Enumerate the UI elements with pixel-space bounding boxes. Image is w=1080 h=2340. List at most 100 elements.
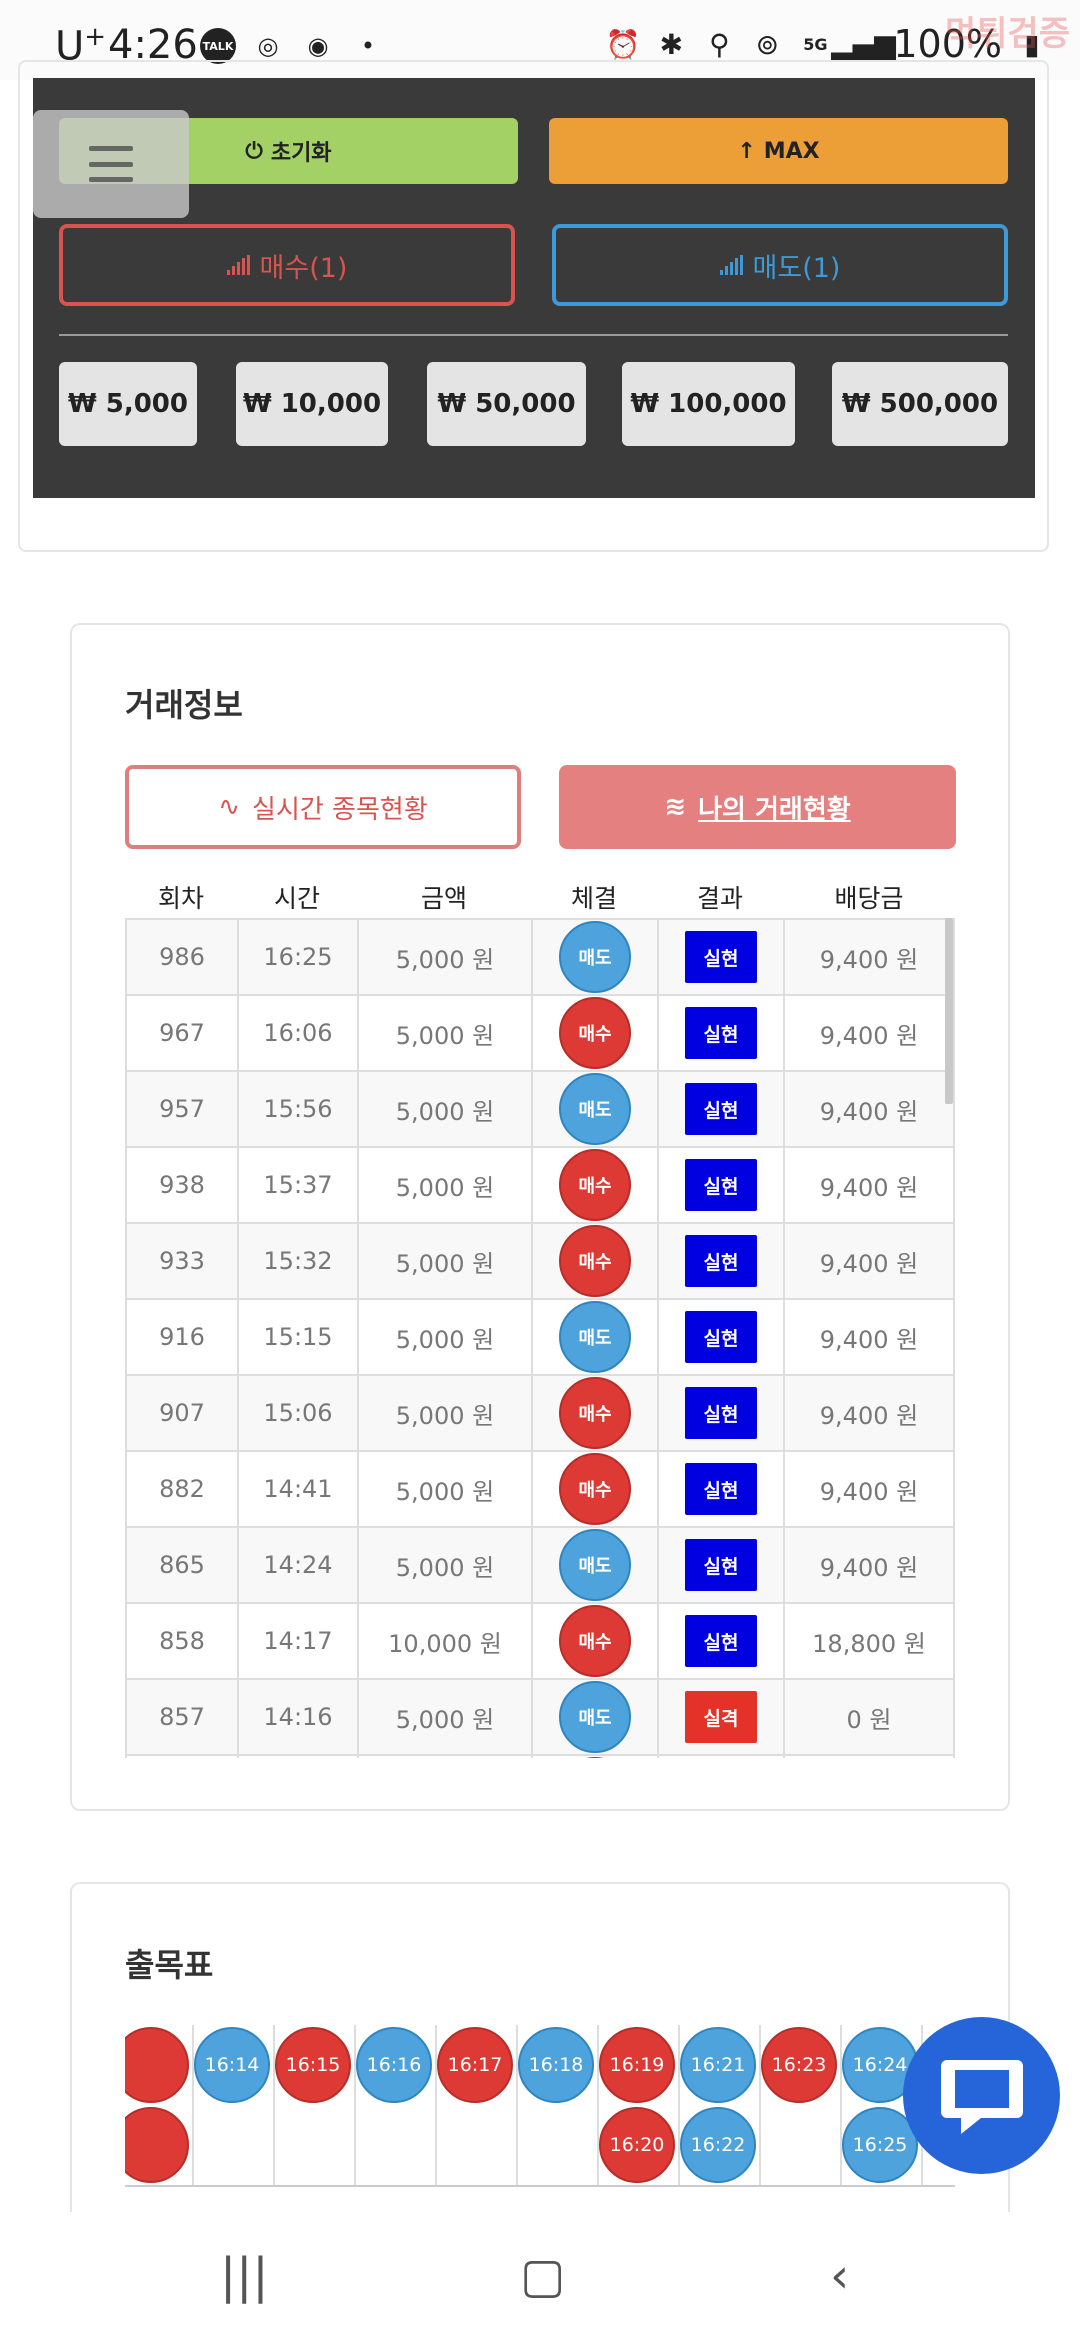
cell-payout: 9,400 원: [783, 1148, 955, 1222]
result-badge: 실현: [685, 1235, 757, 1287]
table-header: 회차 시간 금액 체결 결과 배당금: [125, 876, 955, 918]
cell-time: 14:17: [237, 1604, 357, 1678]
cell-amount: 5,000 원: [357, 1148, 531, 1222]
result-dot: 16:15: [275, 2027, 351, 2103]
cell-amount: 5,000 원: [357, 1376, 531, 1450]
alarm-icon: ⏰: [605, 27, 641, 61]
buy-badge: 매수: [559, 1453, 631, 1525]
cell-round: 858: [125, 1604, 237, 1678]
cell-round: 938: [125, 1148, 237, 1222]
col-payout: 배당금: [834, 884, 904, 913]
cell-result: 실현: [657, 1148, 783, 1222]
cell-amount: 5,000 원: [357, 1680, 531, 1754]
result-badge: 실현: [685, 1159, 757, 1211]
pulse-icon: ∿: [218, 792, 241, 822]
dot-icon: •: [360, 32, 376, 60]
buy-badge: 매수: [559, 1605, 631, 1677]
cell-round: 865: [125, 1528, 237, 1602]
cell-side: 매수: [531, 996, 657, 1070]
cell-amount: [357, 1756, 531, 1758]
cell-side: 매도: [531, 1300, 657, 1374]
result-dot: 16:17: [437, 2027, 513, 2103]
chat-button[interactable]: [903, 2017, 1060, 2174]
cell-side: 매수: [531, 1604, 657, 1678]
cell-result: 실현: [657, 1072, 783, 1146]
result-badge: 실현: [685, 931, 757, 983]
data-icon: 5G: [803, 34, 828, 54]
table-row: 967 16:06 5,000 원 매수 실현 9,400 원: [125, 996, 955, 1072]
col-amount: 금액: [420, 884, 467, 913]
cell-result: 실현: [657, 1528, 783, 1602]
cell-round: 957: [125, 1072, 237, 1146]
amount-button-50000[interactable]: ₩ 50,000: [427, 362, 586, 446]
cell-time: [237, 1756, 357, 1758]
cell-amount: 5,000 원: [357, 1300, 531, 1374]
cell-side: 매도: [531, 920, 657, 994]
buy-button[interactable]: 매수(1): [59, 224, 515, 306]
buy-badge: 매수: [559, 1377, 631, 1449]
amount-button-500000[interactable]: ₩ 500,000: [832, 362, 1008, 446]
tab-my-trades[interactable]: ≋ 나의 거래현황: [559, 765, 956, 849]
grid-column: [435, 2025, 516, 2185]
result-dot: [125, 2107, 189, 2183]
cell-time: 14:41: [237, 1452, 357, 1526]
result-grid: 16:14 16:15 16:16 16:17 16:18 16:19 16:21 16:23…: [125, 2025, 955, 2225]
amount-button-10000[interactable]: ₩ 10,000: [236, 362, 388, 446]
cell-result: 실현: [657, 1604, 783, 1678]
grid-column: [273, 2025, 354, 2185]
grid-baseline: [125, 2185, 955, 2187]
cell-payout: [783, 1756, 955, 1758]
result-badge: 실현: [685, 1387, 757, 1439]
cell-result: 실현: [657, 1300, 783, 1374]
hamburger-icon: [89, 146, 133, 182]
cell-amount: 5,000 원: [357, 996, 531, 1070]
table-row: 916 15:15 5,000 원 매도 실현 9,400 원: [125, 1300, 955, 1376]
cell-side: 매도: [531, 1528, 657, 1602]
arrow-up-icon: ↑: [737, 138, 756, 164]
battery-icon: ▮: [1024, 27, 1040, 61]
result-badge: 실현: [685, 1463, 757, 1515]
max-button[interactable]: ↑ MAX: [549, 118, 1008, 184]
table-row: 857 14:16 5,000 원 매도 실격 0 원: [125, 1680, 955, 1756]
cell-round: 882: [125, 1452, 237, 1526]
trade-table[interactable]: 986 16:25 5,000 원 매도 실현 9,400 원 967 16:06 5,000 …: [125, 918, 955, 1758]
tab-live-status[interactable]: ∿ 실시간 종목현황: [125, 765, 521, 849]
menu-button[interactable]: [33, 110, 189, 218]
home-icon[interactable]: ▢: [520, 2248, 566, 2304]
cell-side: 매도: [531, 1072, 657, 1146]
cell-payout: 0 원: [783, 1680, 955, 1754]
result-dot: 16:25: [842, 2107, 918, 2183]
col-round: 회차: [157, 884, 204, 913]
sell-button[interactable]: 매도(1): [552, 224, 1008, 306]
table-row: 933 15:32 5,000 원 매수 실현 9,400 원: [125, 1224, 955, 1300]
system-navbar: ||| ▢ ‹: [0, 2212, 1080, 2340]
sell-badge: 매도: [559, 921, 631, 993]
bluetooth-icon: ✱: [659, 27, 684, 61]
grid-column: [597, 2025, 678, 2185]
cell-payout: 9,400 원: [783, 1224, 955, 1298]
cell-time: 15:15: [237, 1300, 357, 1374]
control-card: [18, 60, 1049, 552]
cell-round: 916: [125, 1300, 237, 1374]
talk-icon: TALK: [200, 28, 236, 64]
back-icon[interactable]: ‹: [830, 2248, 850, 2304]
amount-button-5000[interactable]: ₩ 5,000: [59, 362, 197, 446]
system-icons: ⏰ ✱ ⚲ ⊚ 5G ▂▄▆ 100% ▮: [605, 22, 1050, 66]
instagram-icon: ◎: [257, 32, 279, 60]
grid-column: [516, 2025, 597, 2185]
grid-column: [192, 2025, 273, 2185]
result-dot: 16:22: [680, 2107, 756, 2183]
recent-apps-icon[interactable]: |||: [220, 2248, 269, 2304]
cell-side: 매도: [531, 1680, 657, 1754]
cell-result: 실현: [657, 1224, 783, 1298]
cell-side: 매수: [531, 1224, 657, 1298]
table-scrollbar[interactable]: [945, 918, 953, 1104]
result-dot: [125, 2027, 189, 2103]
location-icon: ⚲: [709, 27, 730, 61]
buy-label: 매수(1): [259, 252, 348, 284]
cell-round: 907: [125, 1376, 237, 1450]
amount-button-100000[interactable]: ₩ 100,000: [622, 362, 795, 446]
grid-column: [759, 2025, 840, 2185]
col-result: 결과: [696, 884, 743, 913]
table-row: 907 15:06 5,000 원 매수 실현 9,400 원: [125, 1376, 955, 1452]
